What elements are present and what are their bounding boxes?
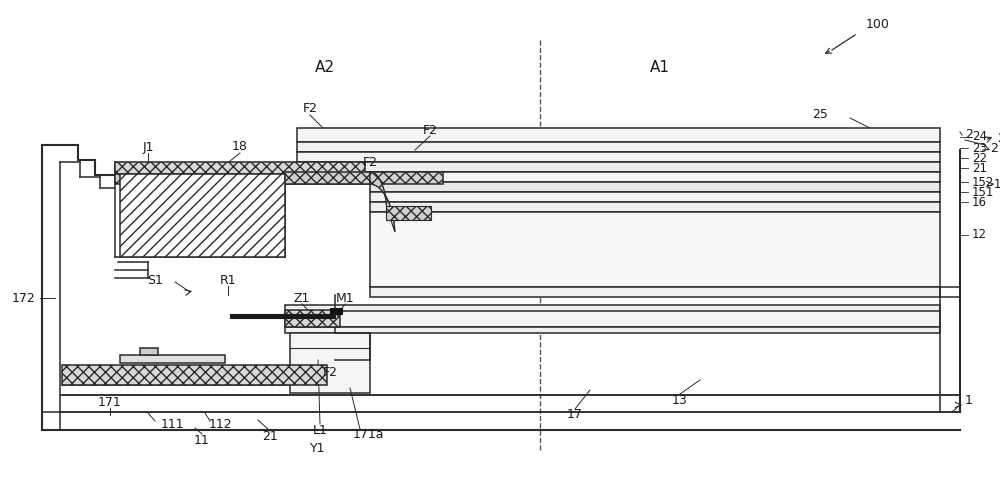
- Text: 11: 11: [194, 434, 210, 447]
- Text: >15: >15: [985, 178, 1000, 192]
- Bar: [115, 162, 365, 174]
- Bar: [285, 327, 940, 333]
- Bar: [120, 355, 225, 363]
- Bar: [140, 348, 158, 355]
- Bar: [285, 310, 940, 327]
- Text: 18: 18: [232, 140, 248, 154]
- Bar: [285, 172, 370, 184]
- Bar: [230, 314, 335, 318]
- Text: 171: 171: [98, 396, 122, 409]
- Bar: [297, 128, 940, 142]
- Text: 25: 25: [812, 109, 828, 122]
- Text: Z1: Z1: [294, 291, 310, 304]
- Text: A1: A1: [650, 60, 670, 76]
- Text: S1: S1: [147, 274, 163, 287]
- Text: 17: 17: [567, 409, 583, 421]
- Bar: [285, 310, 340, 327]
- Text: 112: 112: [208, 418, 232, 431]
- Text: J1: J1: [142, 140, 154, 154]
- Bar: [62, 365, 327, 385]
- Text: 172: 172: [11, 291, 35, 304]
- Bar: [297, 152, 940, 162]
- Text: 100: 100: [866, 18, 890, 32]
- Bar: [370, 202, 940, 212]
- Text: 171a: 171a: [352, 428, 384, 442]
- Text: 12: 12: [972, 229, 987, 242]
- Bar: [285, 305, 940, 311]
- Bar: [386, 206, 431, 220]
- Bar: [370, 172, 940, 182]
- Text: 2: 2: [990, 141, 998, 155]
- Polygon shape: [370, 172, 395, 231]
- Bar: [290, 333, 370, 393]
- Text: F2: F2: [362, 157, 378, 169]
- Bar: [120, 174, 285, 257]
- Text: Y1: Y1: [310, 442, 326, 454]
- Text: 152: 152: [972, 175, 994, 189]
- Text: 151: 151: [972, 186, 994, 199]
- Bar: [370, 182, 940, 192]
- Text: 2: 2: [997, 131, 1000, 145]
- Text: M1: M1: [336, 291, 354, 304]
- Bar: [370, 212, 940, 287]
- Text: L1: L1: [313, 423, 327, 437]
- Text: 24: 24: [972, 130, 987, 143]
- Text: R1: R1: [220, 274, 236, 287]
- Bar: [330, 308, 342, 314]
- Text: 23: 23: [972, 141, 987, 155]
- Text: F2: F2: [322, 367, 338, 379]
- Text: A2: A2: [315, 60, 335, 76]
- Text: 111: 111: [160, 418, 184, 431]
- Text: 22: 22: [972, 152, 987, 165]
- Text: F2: F2: [302, 102, 318, 116]
- Text: 16: 16: [972, 196, 987, 208]
- Bar: [297, 142, 940, 152]
- Bar: [297, 162, 940, 172]
- Text: 2: 2: [965, 128, 973, 141]
- Text: 13: 13: [672, 394, 688, 407]
- Text: 21: 21: [972, 162, 987, 174]
- Text: F2: F2: [422, 124, 438, 136]
- Bar: [115, 172, 443, 184]
- Text: 1: 1: [965, 394, 973, 407]
- Text: 21: 21: [262, 430, 278, 444]
- Bar: [370, 192, 940, 202]
- Bar: [370, 287, 940, 297]
